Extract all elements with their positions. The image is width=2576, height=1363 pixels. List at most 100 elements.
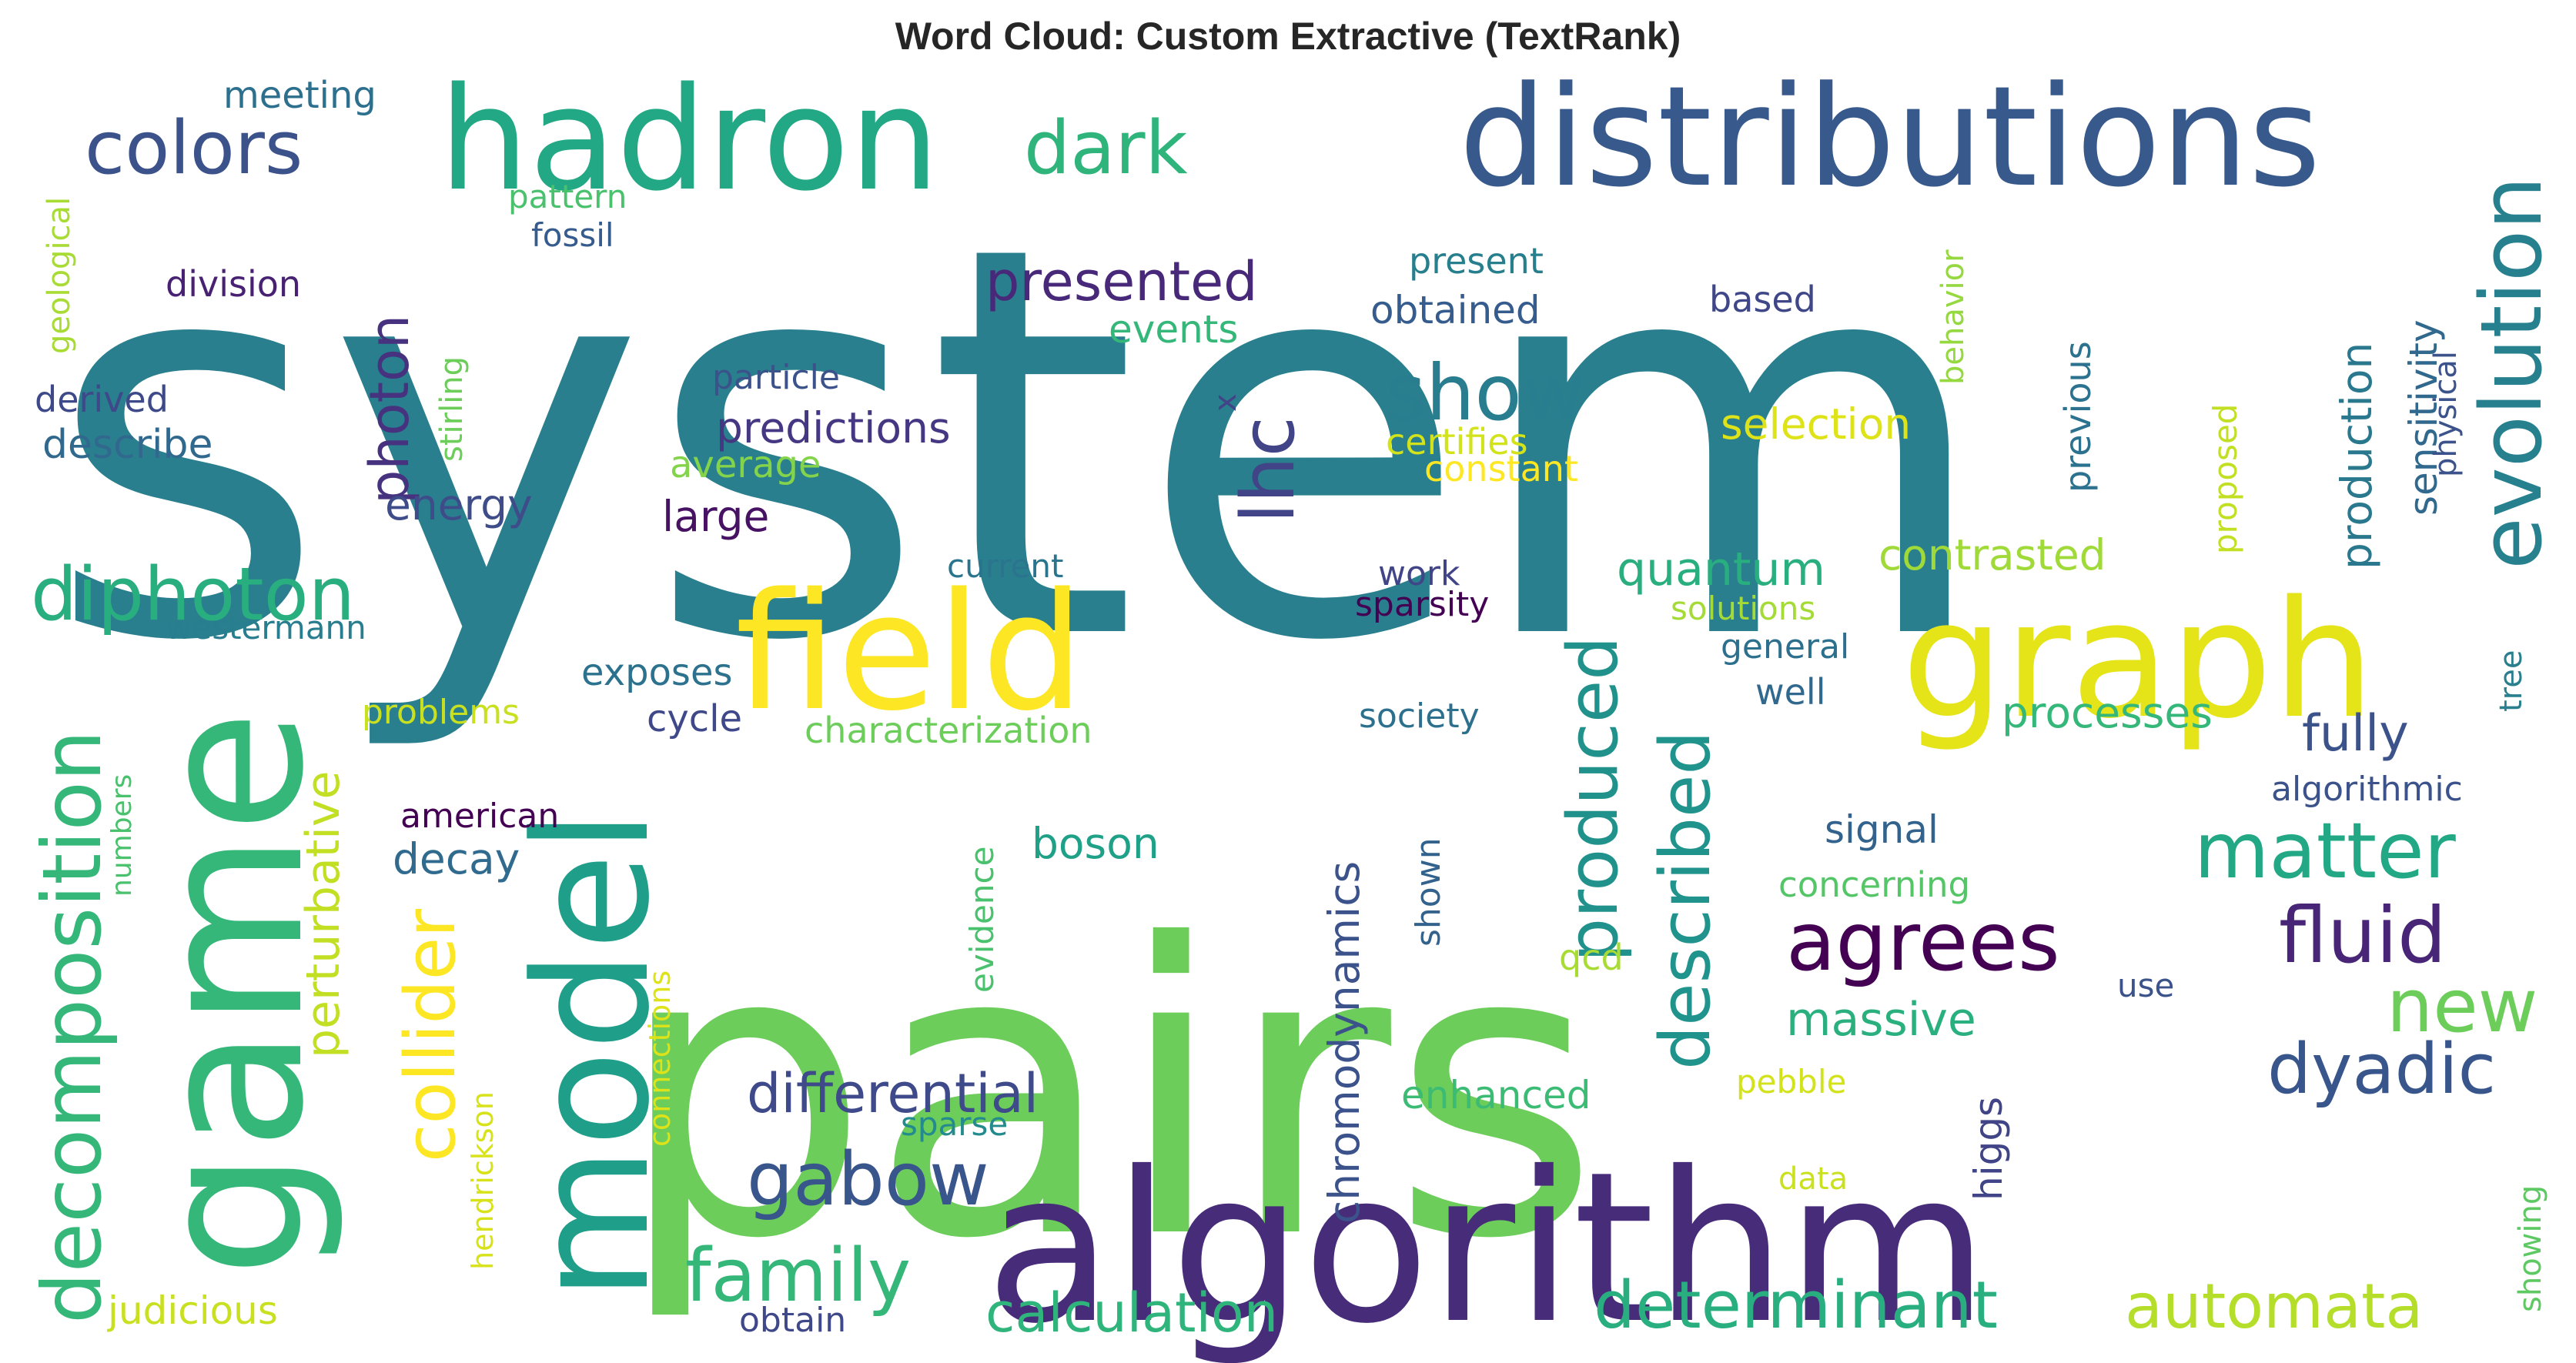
word-game: game: [115, 710, 348, 1278]
word-previous: previous: [2057, 341, 2099, 493]
word-concerning: concerning: [1778, 864, 1970, 905]
word-exposes: exposes: [581, 651, 732, 694]
word-boson: boson: [1032, 819, 1159, 868]
word-automata: automata: [2125, 1271, 2423, 1342]
word-geological: geological: [42, 197, 77, 354]
word-hendrickson: hendrickson: [466, 1091, 500, 1270]
word-division: division: [166, 263, 301, 305]
word-current: current: [947, 547, 1064, 585]
word-data: data: [1778, 1161, 1848, 1197]
word-problems: problems: [362, 693, 520, 732]
word-shown: shown: [1409, 837, 1448, 947]
word-lhc: lhc: [1226, 416, 1311, 523]
word-massive: massive: [1786, 993, 1976, 1047]
word-american: american: [400, 797, 559, 836]
word-large: large: [662, 492, 769, 541]
word-system: system: [46, 132, 1995, 759]
word-judicious: judicious: [107, 1288, 278, 1333]
word-dyadic: dyadic: [2267, 1029, 2496, 1110]
word-diphoton: diphoton: [31, 553, 355, 637]
word-society: society: [1359, 697, 1480, 736]
word-derived: derived: [35, 379, 169, 420]
word-proposed: proposed: [2206, 404, 2244, 554]
word-sensitivity: sensitivity: [2401, 319, 2446, 516]
word-based: based: [1709, 279, 1816, 320]
word-agrees: agrees: [1786, 895, 2060, 989]
word-solutions: solutions: [1671, 590, 1815, 627]
word-use: use: [2117, 967, 2174, 1004]
word-pattern: pattern: [508, 178, 627, 215]
word-production: production: [2332, 342, 2381, 570]
word-show: show: [1386, 348, 1584, 438]
word-sparse: sparse: [901, 1105, 1008, 1143]
word-differential: differential: [747, 1062, 1039, 1125]
word-photon: photon: [358, 315, 421, 504]
word-showing: showing: [2513, 1185, 2548, 1312]
word-events: events: [1109, 307, 1238, 352]
word-gabow: gabow: [747, 1138, 989, 1222]
word-stirling: stirling: [434, 356, 470, 462]
word-energy: energy: [385, 480, 533, 529]
word-hadron: hadron: [439, 56, 939, 222]
word-obtained: obtained: [1370, 288, 1541, 332]
word-algorithmic: algorithmic: [2271, 770, 2463, 809]
word-evolution: evolution: [2462, 176, 2561, 570]
word-x: x: [1208, 393, 1243, 412]
word-obtain: obtain: [739, 1301, 846, 1340]
word-sparsity: sparsity: [1355, 585, 1489, 624]
word-pebble: pebble: [1736, 1063, 1846, 1101]
word-contrasted: contrasted: [1878, 530, 2106, 580]
word-new: new: [2387, 964, 2538, 1049]
word-signal: signal: [1825, 807, 1939, 852]
word-pairs: pairs: [616, 860, 1600, 1326]
word-numbers: numbers: [106, 774, 138, 897]
word-characterization: characterization: [805, 710, 1092, 751]
word-quantum: quantum: [1617, 543, 1825, 596]
word-general: general: [1721, 627, 1849, 666]
word-matter: matter: [2194, 806, 2457, 896]
word-selection: selection: [1721, 399, 1911, 449]
word-connections: connections: [643, 970, 677, 1147]
word-present: present: [1409, 240, 1544, 282]
word-fully: fully: [2302, 705, 2409, 763]
word-distributions: distributions: [1459, 57, 2321, 218]
word-determinant: determinant: [1594, 1268, 1998, 1344]
word-fluid: fluid: [2279, 890, 2447, 980]
word-algorithm: algorithm: [985, 1127, 1989, 1363]
chart-title: Word Cloud: Custom Extractive (TextRank): [895, 15, 1681, 58]
word-calculation: calculation: [985, 1281, 1278, 1345]
word-colors: colors: [85, 106, 303, 191]
word-physical: physical: [2428, 351, 2464, 477]
word-work: work: [1378, 554, 1460, 593]
word-chromodynamics: chromodynamics: [1320, 861, 1369, 1224]
word-field: field: [735, 558, 1084, 747]
word-presented: presented: [985, 250, 1258, 313]
word-model: model: [501, 810, 684, 1301]
word-fossil: fossil: [531, 216, 614, 254]
word-collider: collider: [390, 909, 471, 1162]
word-behavior: behavior: [1935, 249, 1971, 385]
word-described: described: [1645, 730, 1726, 1070]
word-describe: describe: [42, 422, 213, 468]
word-processes: processes: [2002, 688, 2213, 737]
word-particle: particle: [712, 358, 840, 397]
word-cycle: cycle: [647, 697, 742, 740]
word-constant: constant: [1424, 448, 1578, 489]
word-tree: tree: [2494, 650, 2529, 712]
word-decay: decay: [393, 834, 520, 884]
word-decomposition: decomposition: [25, 730, 119, 1324]
word-evidence: evidence: [963, 847, 1001, 993]
word-perturbative: perturbative: [296, 771, 350, 1058]
word-produced: produced: [1553, 636, 1634, 962]
word-predictions: predictions: [716, 403, 951, 453]
word-enhanced: enhanced: [1401, 1073, 1591, 1117]
word-meeting: meeting: [223, 74, 376, 117]
word-certifies: certifies: [1386, 421, 1528, 463]
word-graph: graph: [1902, 566, 2375, 754]
word-qcd: qcd: [1559, 937, 1624, 978]
word-average: average: [670, 443, 821, 486]
word-higgs: higgs: [1966, 1097, 2011, 1201]
word-well: well: [1755, 671, 1825, 713]
word-family: family: [685, 1234, 911, 1318]
